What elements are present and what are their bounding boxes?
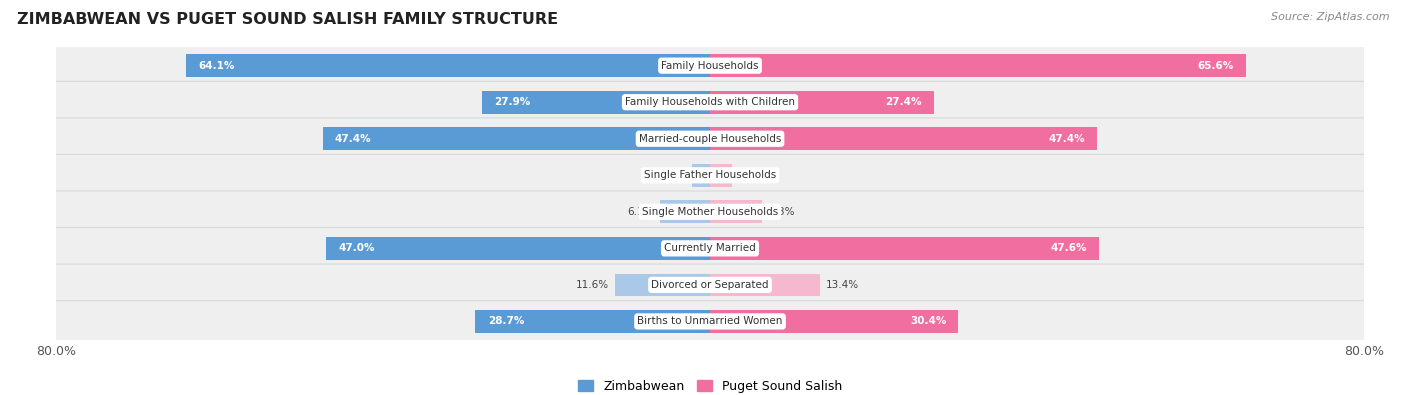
Text: Family Households: Family Households — [661, 61, 759, 71]
Text: 30.4%: 30.4% — [910, 316, 946, 326]
Text: 64.1%: 64.1% — [198, 61, 235, 71]
FancyBboxPatch shape — [46, 118, 1374, 160]
Bar — [710, 128, 1098, 150]
Text: 65.6%: 65.6% — [1198, 61, 1234, 71]
Text: Single Mother Households: Single Mother Households — [643, 207, 778, 217]
Text: Source: ZipAtlas.com: Source: ZipAtlas.com — [1271, 12, 1389, 22]
Text: 6.3%: 6.3% — [768, 207, 794, 217]
Bar — [322, 128, 710, 150]
Text: 28.7%: 28.7% — [488, 316, 524, 326]
Bar — [710, 274, 820, 296]
Text: Births to Unmarried Women: Births to Unmarried Women — [637, 316, 783, 326]
Text: Single Father Households: Single Father Households — [644, 170, 776, 180]
Text: 13.4%: 13.4% — [827, 280, 859, 290]
Text: 47.6%: 47.6% — [1050, 243, 1087, 253]
Bar — [710, 237, 1099, 260]
Bar — [710, 91, 934, 113]
Bar — [710, 201, 762, 223]
Bar — [692, 164, 710, 186]
Text: 2.2%: 2.2% — [659, 170, 686, 180]
Text: 27.9%: 27.9% — [495, 97, 530, 107]
FancyBboxPatch shape — [46, 154, 1374, 196]
Text: 2.7%: 2.7% — [738, 170, 765, 180]
Text: Divorced or Separated: Divorced or Separated — [651, 280, 769, 290]
Text: ZIMBABWEAN VS PUGET SOUND SALISH FAMILY STRUCTURE: ZIMBABWEAN VS PUGET SOUND SALISH FAMILY … — [17, 12, 558, 27]
Bar — [710, 310, 959, 333]
Bar — [710, 164, 733, 186]
Text: Family Households with Children: Family Households with Children — [626, 97, 794, 107]
FancyBboxPatch shape — [46, 81, 1374, 123]
Legend: Zimbabwean, Puget Sound Salish: Zimbabwean, Puget Sound Salish — [574, 375, 846, 395]
Text: Currently Married: Currently Married — [664, 243, 756, 253]
Text: 47.4%: 47.4% — [1049, 134, 1085, 144]
Bar — [475, 310, 710, 333]
FancyBboxPatch shape — [46, 45, 1374, 87]
Text: 47.4%: 47.4% — [335, 134, 371, 144]
Bar — [482, 91, 710, 113]
Text: 6.1%: 6.1% — [627, 207, 654, 217]
Bar — [186, 55, 710, 77]
FancyBboxPatch shape — [46, 228, 1374, 269]
Bar — [326, 237, 710, 260]
Text: 47.0%: 47.0% — [339, 243, 374, 253]
Text: 27.4%: 27.4% — [886, 97, 922, 107]
FancyBboxPatch shape — [46, 301, 1374, 342]
FancyBboxPatch shape — [46, 264, 1374, 306]
Bar — [661, 201, 710, 223]
FancyBboxPatch shape — [46, 191, 1374, 233]
Text: 11.6%: 11.6% — [575, 280, 609, 290]
Text: Married-couple Households: Married-couple Households — [638, 134, 782, 144]
Bar — [616, 274, 710, 296]
Bar — [710, 55, 1246, 77]
